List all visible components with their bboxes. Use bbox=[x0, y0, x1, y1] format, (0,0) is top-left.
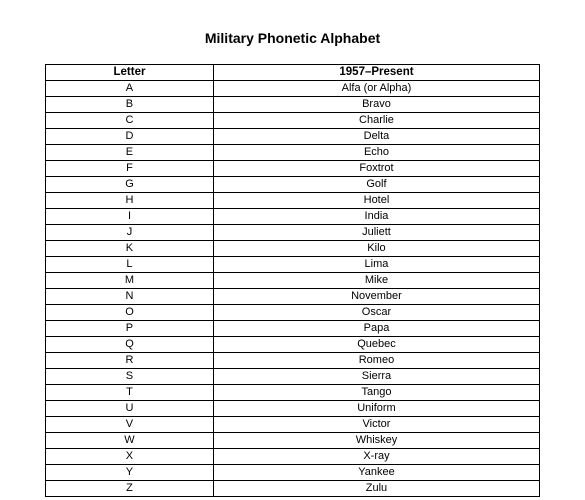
cell-letter: B bbox=[46, 97, 214, 113]
cell-word: Kilo bbox=[213, 241, 539, 257]
cell-word: Oscar bbox=[213, 305, 539, 321]
cell-letter: N bbox=[46, 289, 214, 305]
cell-word: X-ray bbox=[213, 449, 539, 465]
table-row: BBravo bbox=[46, 97, 540, 113]
table-row: HHotel bbox=[46, 193, 540, 209]
cell-word: November bbox=[213, 289, 539, 305]
cell-letter: R bbox=[46, 353, 214, 369]
table-row: OOscar bbox=[46, 305, 540, 321]
cell-letter: S bbox=[46, 369, 214, 385]
page-title: Military Phonetic Alphabet bbox=[45, 30, 540, 46]
cell-word: Whiskey bbox=[213, 433, 539, 449]
table-row: NNovember bbox=[46, 289, 540, 305]
cell-word: Juliett bbox=[213, 225, 539, 241]
cell-letter: H bbox=[46, 193, 214, 209]
cell-letter: W bbox=[46, 433, 214, 449]
table-row: ZZulu bbox=[46, 481, 540, 497]
cell-word: Papa bbox=[213, 321, 539, 337]
table-row: RRomeo bbox=[46, 353, 540, 369]
table-row: WWhiskey bbox=[46, 433, 540, 449]
table-row: GGolf bbox=[46, 177, 540, 193]
cell-word: Alfa (or Alpha) bbox=[213, 81, 539, 97]
table-row: YYankee bbox=[46, 465, 540, 481]
cell-word: Mike bbox=[213, 273, 539, 289]
cell-word: Echo bbox=[213, 145, 539, 161]
cell-letter: G bbox=[46, 177, 214, 193]
cell-word: Zulu bbox=[213, 481, 539, 497]
cell-word: Charlie bbox=[213, 113, 539, 129]
cell-word: Uniform bbox=[213, 401, 539, 417]
table-row: XX-ray bbox=[46, 449, 540, 465]
cell-word: Foxtrot bbox=[213, 161, 539, 177]
cell-word: Sierra bbox=[213, 369, 539, 385]
cell-letter: Y bbox=[46, 465, 214, 481]
cell-letter: J bbox=[46, 225, 214, 241]
cell-letter: O bbox=[46, 305, 214, 321]
cell-letter: T bbox=[46, 385, 214, 401]
table-row: CCharlie bbox=[46, 113, 540, 129]
cell-word: Yankee bbox=[213, 465, 539, 481]
cell-word: Hotel bbox=[213, 193, 539, 209]
table-row: TTango bbox=[46, 385, 540, 401]
table-row: AAlfa (or Alpha) bbox=[46, 81, 540, 97]
cell-word: Romeo bbox=[213, 353, 539, 369]
cell-letter: L bbox=[46, 257, 214, 273]
table-row: PPapa bbox=[46, 321, 540, 337]
table-row: EEcho bbox=[46, 145, 540, 161]
cell-letter: Q bbox=[46, 337, 214, 353]
table-row: FFoxtrot bbox=[46, 161, 540, 177]
cell-word: Tango bbox=[213, 385, 539, 401]
cell-word: Quebec bbox=[213, 337, 539, 353]
cell-word: Bravo bbox=[213, 97, 539, 113]
cell-word: Delta bbox=[213, 129, 539, 145]
header-letter: Letter bbox=[46, 65, 214, 81]
table-row: UUniform bbox=[46, 401, 540, 417]
cell-word: Lima bbox=[213, 257, 539, 273]
cell-letter: U bbox=[46, 401, 214, 417]
cell-letter: I bbox=[46, 209, 214, 225]
header-word: 1957–Present bbox=[213, 65, 539, 81]
table-row: DDelta bbox=[46, 129, 540, 145]
cell-word: India bbox=[213, 209, 539, 225]
phonetic-alphabet-table: Letter 1957–Present AAlfa (or Alpha)BBra… bbox=[45, 64, 540, 497]
cell-letter: C bbox=[46, 113, 214, 129]
table-row: VVictor bbox=[46, 417, 540, 433]
cell-letter: D bbox=[46, 129, 214, 145]
cell-word: Victor bbox=[213, 417, 539, 433]
table-row: JJuliett bbox=[46, 225, 540, 241]
cell-letter: K bbox=[46, 241, 214, 257]
table-row: QQuebec bbox=[46, 337, 540, 353]
table-row: KKilo bbox=[46, 241, 540, 257]
cell-word: Golf bbox=[213, 177, 539, 193]
table-row: SSierra bbox=[46, 369, 540, 385]
cell-letter: E bbox=[46, 145, 214, 161]
cell-letter: P bbox=[46, 321, 214, 337]
cell-letter: F bbox=[46, 161, 214, 177]
table-row: IIndia bbox=[46, 209, 540, 225]
cell-letter: X bbox=[46, 449, 214, 465]
table-row: MMike bbox=[46, 273, 540, 289]
cell-letter: Z bbox=[46, 481, 214, 497]
table-header-row: Letter 1957–Present bbox=[46, 65, 540, 81]
table-row: LLima bbox=[46, 257, 540, 273]
cell-letter: M bbox=[46, 273, 214, 289]
cell-letter: A bbox=[46, 81, 214, 97]
cell-letter: V bbox=[46, 417, 214, 433]
